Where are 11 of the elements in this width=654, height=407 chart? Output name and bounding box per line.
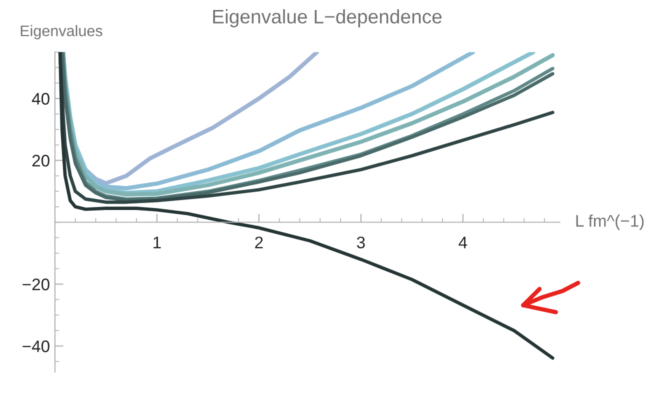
x-tick-label: 4 (458, 236, 468, 248)
x-tick-label: 3 (356, 236, 365, 248)
y-tick-label: 40 (32, 92, 50, 105)
x-axis-title: L fm^(−1) (576, 214, 644, 230)
y-tick-label: 20 (32, 154, 50, 167)
chart-title: Eigenvalue L−dependence (213, 9, 442, 28)
y-tick-label: −40 (22, 340, 50, 352)
y-tick-label: −20 (22, 278, 50, 290)
x-tick-label: 2 (255, 236, 263, 248)
y-axis-title: Eigenvalues (20, 25, 102, 40)
x-tick-label: 1 (154, 236, 161, 248)
